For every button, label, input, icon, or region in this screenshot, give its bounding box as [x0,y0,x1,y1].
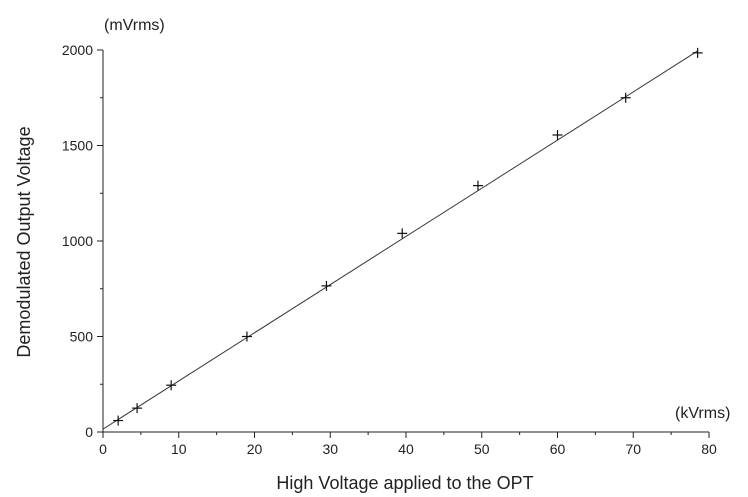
data-point [132,403,143,414]
x-tick-label: 10 [171,441,187,457]
data-point [321,280,332,291]
data-point [620,92,631,103]
y-tick-label: 2000 [62,42,93,58]
data-points [113,47,703,426]
data-point [692,47,703,58]
chart-labels: (mVrms) (kVrms) High Voltage applied to … [14,17,730,493]
fit-line-group [102,50,698,430]
y-tick-label: 1500 [62,138,93,154]
data-point [113,415,124,426]
x-axis-title: High Voltage applied to the OPT [276,473,533,493]
x-tick-label: 30 [322,441,338,457]
x-axis-unit: (kVrms) [675,405,730,422]
data-point [241,331,252,342]
x-tick-label: 50 [474,441,490,457]
x-tick-label: 40 [398,441,414,457]
y-axis-unit: (mVrms) [104,17,165,34]
fit-line [102,50,698,430]
y-tick-label: 0 [85,424,93,440]
axes: 0 10 20 30 40 50 60 70 80 0 500 1000 1500 2000 [62,42,717,457]
y-axis-title: Demodulated Output Voltage [14,126,34,357]
y-tick-label: 1000 [62,233,93,249]
data-point [397,228,408,239]
x-tick-label: 0 [99,441,107,457]
x-tick-label: 80 [701,441,717,457]
y-tick-label: 500 [70,329,94,345]
data-point [472,180,483,191]
x-tick-label: 60 [550,441,566,457]
data-point [166,380,177,391]
x-tick-label: 20 [247,441,263,457]
data-point [552,129,563,140]
x-tick-label: 70 [625,441,641,457]
